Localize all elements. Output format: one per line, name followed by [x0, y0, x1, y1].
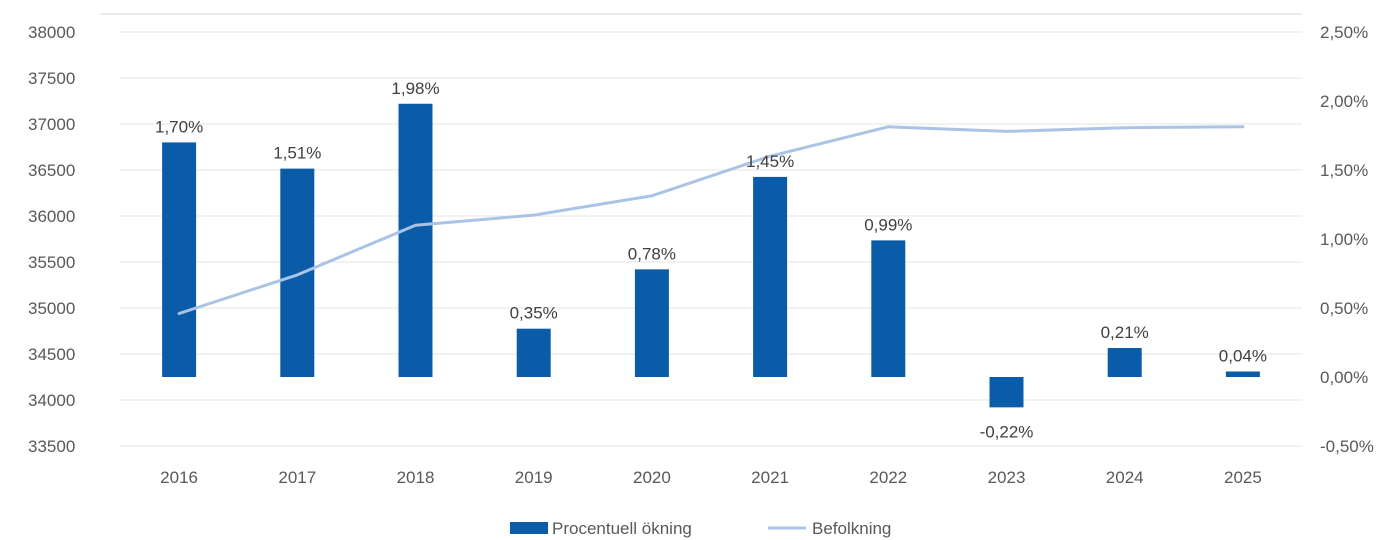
right-axis: -0,50% 0,00% 0,50% 1,00% 1,50% 2,00% 2,50%	[1320, 23, 1374, 456]
x-tick-label: 2019	[515, 468, 553, 487]
right-tick-label: 2,50%	[1320, 23, 1368, 42]
legend: Procentuell ökning Befolkning	[510, 519, 891, 538]
right-tick-label: -0,50%	[1320, 437, 1374, 456]
left-tick-label: 33500	[28, 437, 75, 456]
bar	[871, 240, 906, 377]
left-tick-label: 38000	[28, 23, 75, 42]
legend-swatch-bar	[510, 522, 548, 534]
left-tick-label: 35000	[28, 299, 75, 318]
left-tick-label: 34500	[28, 345, 75, 364]
bar-data-label: 1,45%	[746, 152, 794, 171]
right-tick-label: 1,50%	[1320, 161, 1368, 180]
left-tick-label: 36500	[28, 161, 75, 180]
x-tick-label: 2017	[278, 468, 316, 487]
x-tick-label: 2018	[397, 468, 435, 487]
bar-data-label: 0,21%	[1101, 323, 1149, 342]
legend-label-line: Befolkning	[812, 519, 891, 538]
bar	[162, 142, 197, 377]
bar	[989, 377, 1024, 408]
x-tick-label: 2016	[160, 468, 198, 487]
x-tick-label: 2023	[988, 468, 1026, 487]
bar-data-label: 1,70%	[155, 117, 203, 136]
x-tick-label: 2020	[633, 468, 671, 487]
left-tick-label: 36000	[28, 207, 75, 226]
x-tick-label: 2022	[869, 468, 907, 487]
bar-data-label: 1,51%	[273, 144, 321, 163]
right-tick-label: 2,00%	[1320, 92, 1368, 111]
population-line	[177, 125, 1245, 315]
bar-data-label: 1,98%	[391, 79, 439, 98]
bar	[753, 176, 788, 377]
right-tick-label: 1,00%	[1320, 230, 1368, 249]
left-tick-label: 37500	[28, 69, 75, 88]
data-labels: 1,70% 1,51% 1,98% 0,35% 0,78% 1,45% 0,99% -0,22…	[155, 79, 1267, 442]
x-tick-label: 2021	[751, 468, 789, 487]
bar-data-label: 0,78%	[628, 244, 676, 263]
bar	[280, 168, 315, 377]
left-axis: 33500 34000 34500 35000 35500 36000 36500 37000…	[28, 23, 75, 456]
left-tick-label: 34000	[28, 391, 75, 410]
bar	[516, 328, 551, 377]
bar-data-label: 0,04%	[1219, 346, 1267, 365]
left-tick-label: 35500	[28, 253, 75, 272]
legend-label-bar: Procentuell ökning	[552, 519, 692, 538]
bar-data-label: 0,35%	[510, 304, 558, 323]
gridlines	[100, 13, 1302, 447]
bar	[1107, 348, 1142, 377]
bar	[398, 103, 433, 377]
right-tick-label: 0,50%	[1320, 299, 1368, 318]
right-tick-label: 0,00%	[1320, 368, 1368, 387]
line-series	[177, 125, 1245, 315]
bar-data-label: 0,99%	[864, 215, 912, 234]
x-tick-label: 2024	[1106, 468, 1144, 487]
bar	[1225, 371, 1260, 377]
bar-series	[162, 103, 1260, 408]
bar	[634, 269, 669, 377]
x-tick-label: 2025	[1224, 468, 1262, 487]
x-axis: 2016 2017 2018 2019 2020 2021 2022 2023 2024 2025	[160, 468, 1262, 487]
bar-data-label: -0,22%	[980, 422, 1034, 441]
left-tick-label: 37000	[28, 115, 75, 134]
